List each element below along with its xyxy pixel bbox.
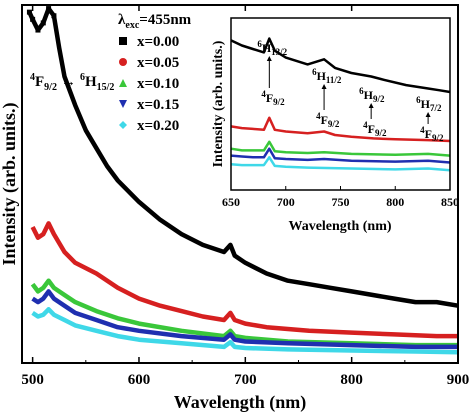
inset-x-tick-label: 850 (441, 195, 459, 209)
inset-ann-arrowhead (425, 112, 431, 117)
legend-entries: x=0.00 x=0.05 x=0.10 x=0.15 x=0.20 (119, 34, 179, 134)
main-series-line (31, 307, 459, 355)
ann-lower-main: 4 (30, 72, 35, 83)
inset-transition-annotation: 6H13/2 4F9/2 (257, 39, 287, 107)
legend-entry: x=0.15 (119, 97, 179, 113)
main-series-line (31, 289, 458, 350)
inset-transition-annotation: 6H11/2 4F9/2 (312, 67, 342, 129)
main-series-x=0.20 (31, 307, 459, 355)
inset-ann-arrowhead (266, 56, 272, 61)
inset-ann-upper: 6H13/2 (257, 39, 287, 57)
inset-x-ticks: 650 700 750 800 850 (222, 186, 459, 209)
legend-marker (119, 100, 127, 108)
main-plot: 500 600 700 800 900 Wavelength (nm) Intensit… (0, 4, 469, 413)
inset-transition-annotation: 6H9/2 4F9/2 (359, 86, 387, 138)
inset-ann-arrowhead (321, 84, 327, 89)
legend-entry: x=0.05 (119, 55, 179, 71)
legend-entry: x=0.10 (119, 76, 179, 92)
main-x-tick-label: 800 (340, 372, 363, 388)
legend-label: x=0.15 (137, 97, 179, 113)
inset-ann-upper: 6H7/2 (416, 95, 442, 113)
ann-lower-sub: 9/2 (44, 82, 57, 93)
inset-ann-lower: 4F9/2 (420, 125, 444, 143)
main-x-tick-label: 700 (234, 372, 257, 388)
legend-marker (119, 79, 127, 87)
main-series-point (40, 20, 46, 26)
legend-title-sub: exc (125, 20, 139, 31)
main-series-point (35, 27, 41, 33)
inset-series-x=0.10 (230, 140, 451, 157)
inset-series-x=0.20 (230, 156, 451, 172)
legend: λexc=455nm x=0.00 x=0.05 x=0.10 x=0.15 x=0.2… (118, 12, 192, 134)
inset-series-x=0.00 (230, 37, 451, 94)
legend-label: x=0.10 (137, 76, 179, 92)
ann-lower-mid: F (35, 74, 44, 90)
legend-label: x=0.20 (137, 118, 179, 134)
inset-x-tick-label: 750 (332, 195, 350, 209)
inset-x-tick-label: 700 (277, 195, 295, 209)
inset-ann-lower: 4F9/2 (261, 89, 285, 107)
legend-marker (119, 37, 127, 45)
main-y-axis-title: Intensity (arb. units.) (0, 102, 20, 265)
main-transition-annotation: 4F9/2 → 6H15/2 (30, 72, 114, 93)
inset-ann-upper: 6H11/2 (312, 67, 342, 85)
main-x-tick-label: 500 (21, 372, 44, 388)
inset-x-tick-label: 650 (222, 195, 240, 209)
main-series-x=0.15 (31, 289, 458, 350)
main-series-point (30, 16, 36, 22)
inset-annotations: 6H13/2 4F9/2 6H11/2 4F9/2 6H9/2 4F9/2 6H7/2 4F9… (257, 39, 444, 143)
main-series-x=0.00 (26, 6, 459, 308)
main-series-point (46, 6, 52, 12)
main-plot-frame (21, 4, 459, 364)
legend-marker (119, 58, 127, 66)
main-series-layer (26, 6, 459, 355)
inset-x-tick-label: 800 (386, 195, 404, 209)
inset-plot: 650 700 750 800 850 6H13/24F9/26H11/24F9/26H… (211, 17, 459, 234)
legend-title-lambda: λ (118, 12, 126, 28)
legend-entry: x=0.00 (119, 34, 179, 50)
inset-ann-arrowhead (368, 103, 374, 108)
legend-label: x=0.05 (137, 55, 179, 71)
legend-title: λexc=455nm (118, 12, 192, 31)
ann-arrow: → (61, 74, 76, 90)
main-series-x=0.05 (30, 221, 458, 339)
inset-ann-lower: 4F9/2 (363, 120, 387, 138)
ann-upper-sub: 15/2 (97, 82, 115, 93)
legend-title-rest: =455nm (139, 12, 191, 28)
legend-label: x=0.00 (137, 34, 179, 50)
legend-entry: x=0.20 (119, 118, 179, 134)
ann-upper-main: 6 (80, 72, 85, 83)
main-x-tick-label: 600 (128, 372, 151, 388)
main-series-line (30, 221, 458, 339)
inset-series-layer (230, 37, 451, 172)
inset-series-x=0.05 (230, 116, 451, 143)
inset-transition-annotation: 6H7/2 4F9/2 (416, 95, 444, 143)
legend-marker (119, 121, 127, 129)
ann-upper-mid: H (85, 74, 97, 90)
inset-series-x=0.15 (230, 147, 451, 164)
main-series-point (51, 13, 57, 19)
main-x-axis-title: Wavelength (nm) (174, 392, 307, 413)
inset-ann-lower: 4F9/2 (316, 111, 340, 129)
inset-y-axis-title: Intensity (arb. units.) (211, 40, 226, 167)
main-x-tick-label: 900 (447, 372, 470, 388)
inset-x-axis-title: Wavelength (nm) (288, 219, 391, 234)
main-x-ticks: 500 600 700 800 900 (21, 5, 469, 388)
inset-ann-upper: 6H9/2 (359, 86, 385, 104)
main-series-point (26, 9, 32, 15)
